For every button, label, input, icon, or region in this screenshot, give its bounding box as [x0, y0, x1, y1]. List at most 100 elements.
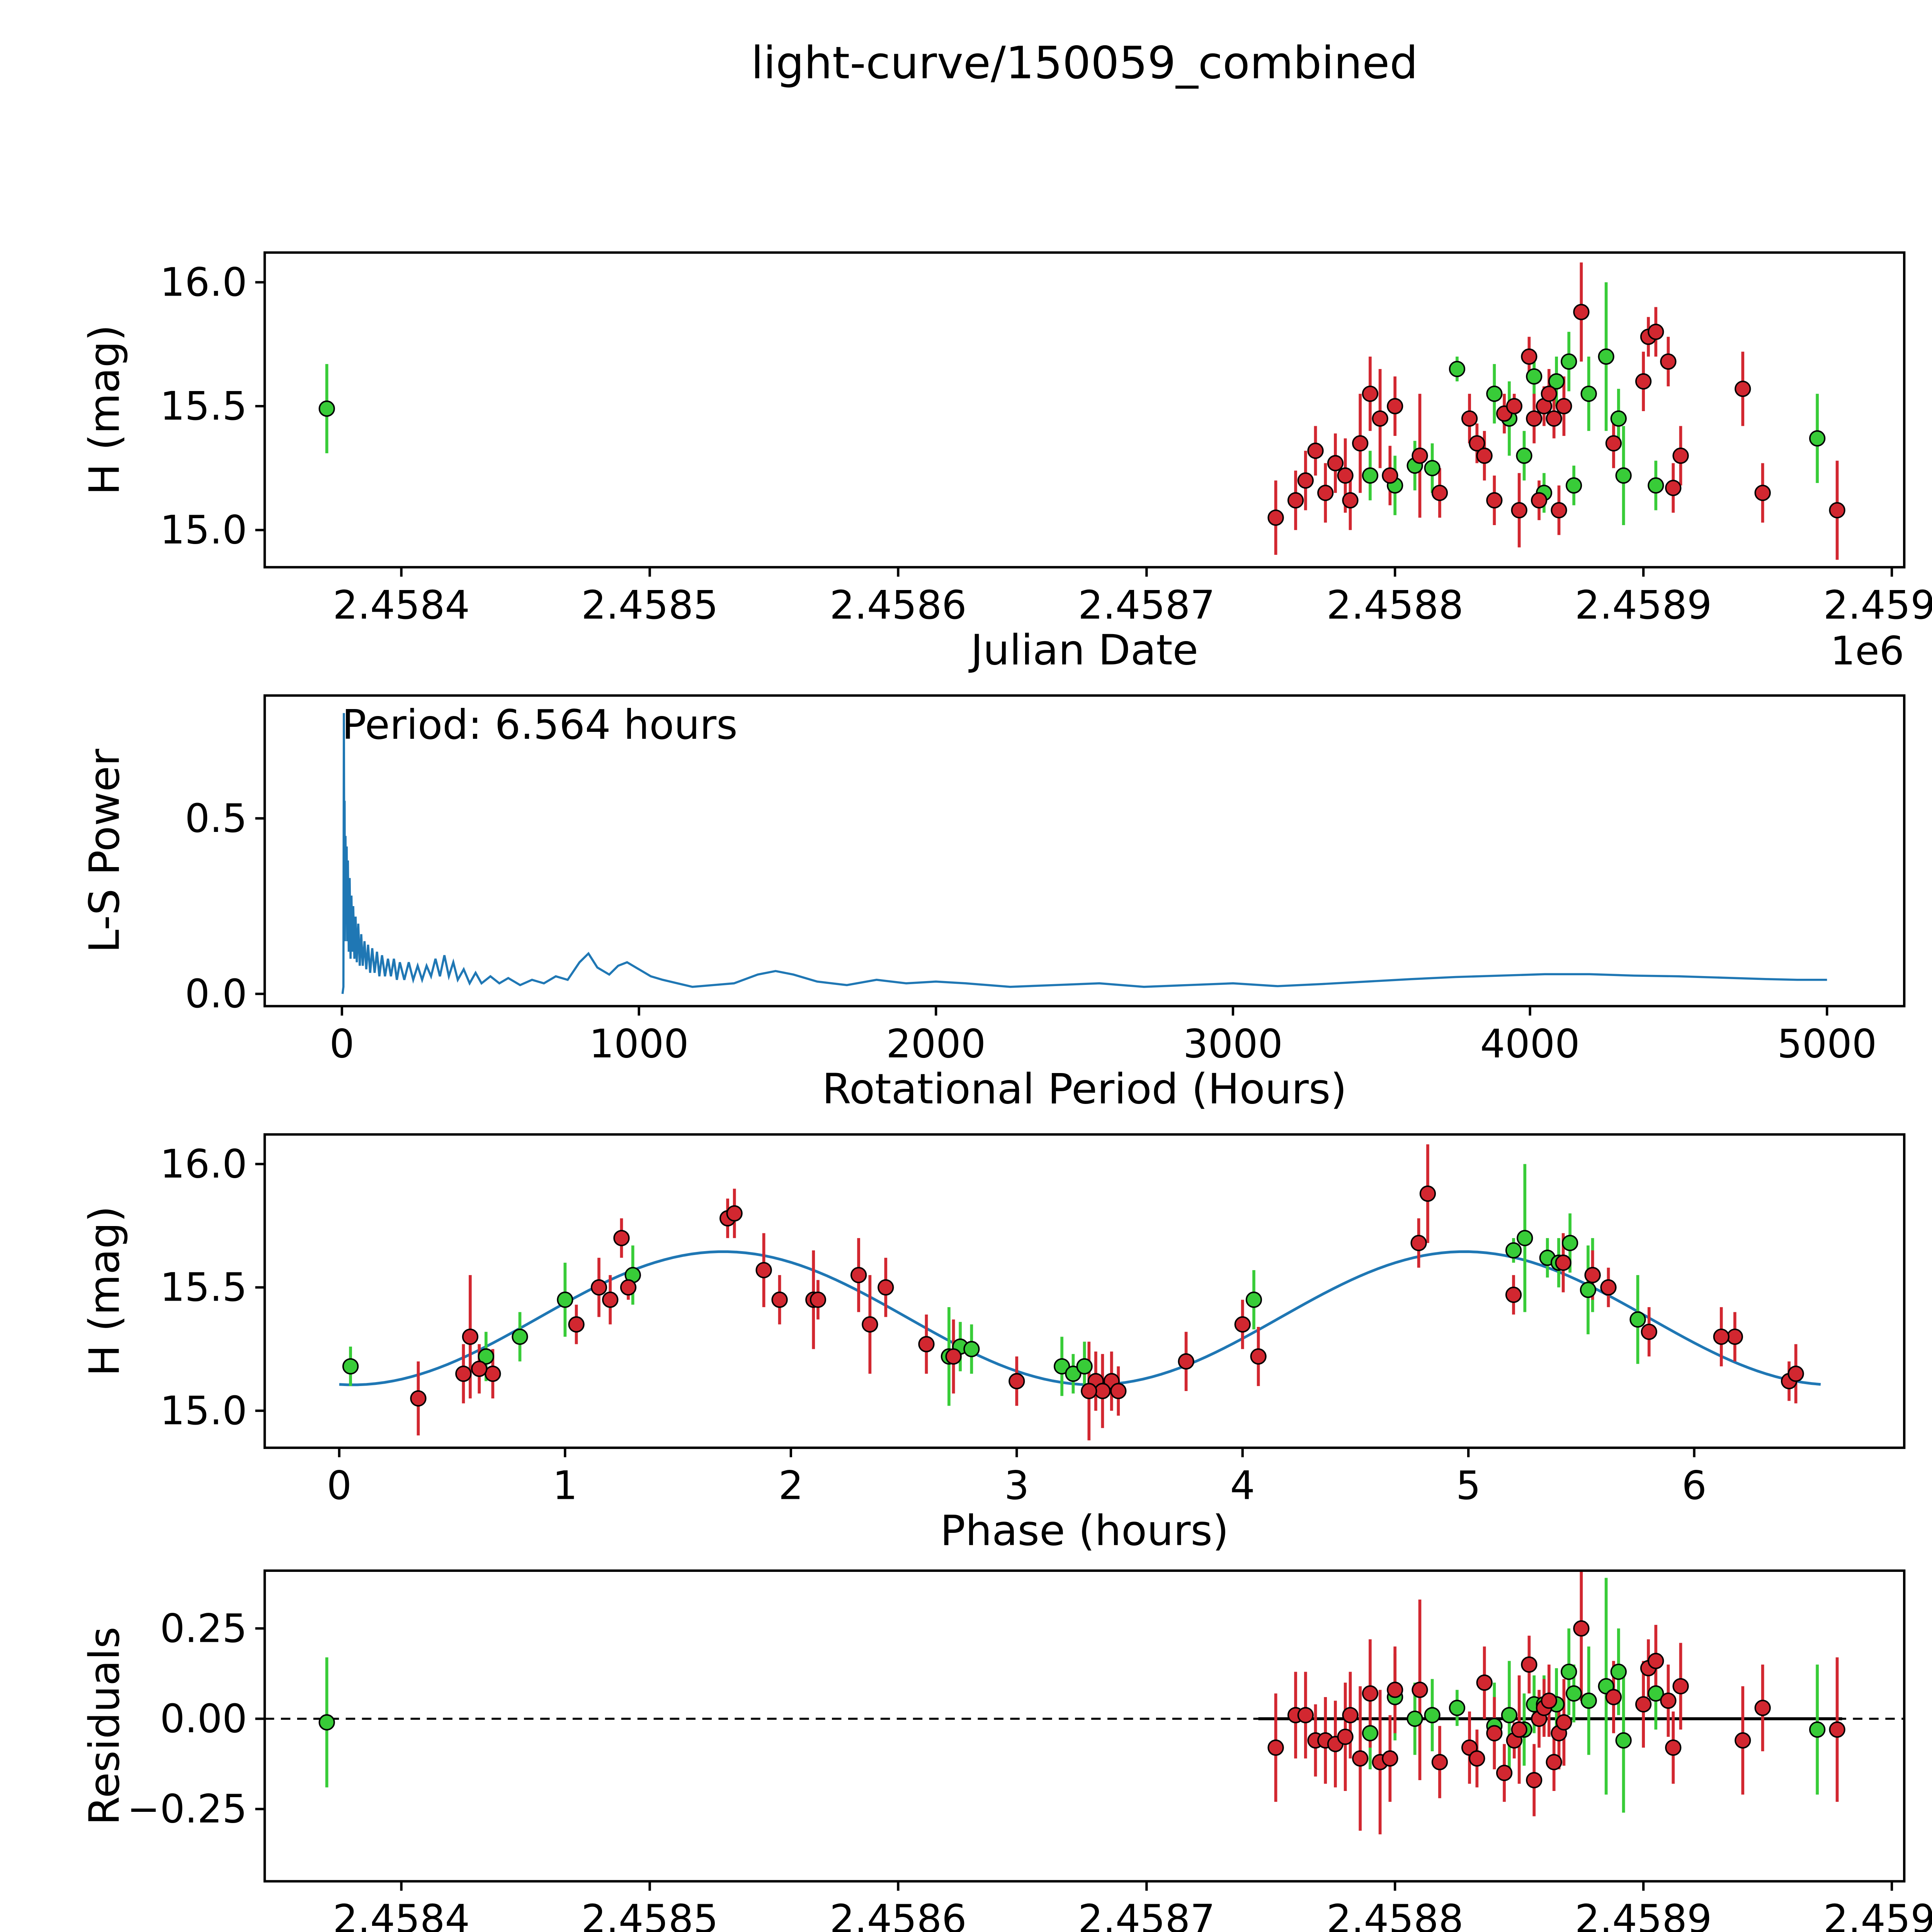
x-tick-label: 2.4589 [1575, 1896, 1712, 1932]
data-point-red [1541, 1692, 1557, 1709]
data-point-green [1065, 1366, 1082, 1382]
data-point-red [1635, 373, 1652, 390]
x-tick-label: 0 [327, 1463, 352, 1509]
x-axis-label: Julian Date [968, 626, 1198, 675]
data-point-red [1556, 398, 1572, 415]
data-point-red [1362, 385, 1379, 402]
x-tick-label: 2.4588 [1327, 1896, 1464, 1932]
data-point-green [318, 400, 335, 417]
data-point-red [602, 1291, 619, 1308]
data-point-green [318, 1714, 335, 1731]
data-point-red [1337, 467, 1354, 484]
data-point-green [1809, 1721, 1826, 1738]
data-point-green [1580, 1282, 1597, 1298]
data-point-red [1267, 509, 1284, 526]
y-tick-label: 0.0 [185, 971, 247, 1017]
data-point-red [1648, 323, 1664, 340]
data-point-red [1546, 410, 1562, 427]
data-point-green [1486, 385, 1503, 402]
x-tick-label: 2.4587 [1078, 582, 1215, 628]
data-point-red [1506, 398, 1522, 415]
data-point-red [1412, 1682, 1428, 1698]
y-tick-label: −0.25 [127, 1786, 247, 1832]
data-point-green [1548, 373, 1565, 390]
x-tick-label: 2.4589 [1575, 582, 1712, 628]
x-tick-label: 4 [1230, 1463, 1255, 1509]
data-point-red [1234, 1316, 1251, 1333]
data-point-green [1580, 385, 1597, 402]
x-tick-label: 2.4585 [581, 1896, 718, 1932]
data-point-green [1598, 348, 1614, 365]
sine-fit-curve [339, 1250, 1821, 1386]
data-point-red [1337, 1728, 1354, 1745]
x-tick-label: 2.4588 [1327, 582, 1464, 628]
data-point-red [1382, 1750, 1398, 1767]
data-point-red [1327, 455, 1344, 471]
data-point-red [620, 1279, 637, 1296]
data-point-red [1660, 1692, 1677, 1709]
data-point-red [1735, 381, 1751, 397]
x-axis-label: Rotational Period (Hours) [822, 1065, 1347, 1114]
x-tick-label: 2.4584 [333, 1896, 470, 1932]
data-point-green [1565, 1685, 1582, 1702]
panel-border [263, 1569, 1906, 1883]
figure-title: light-curve/150059_combined [751, 37, 1418, 89]
panel-phase: 0 1 2 3 4 5 6 15.0 15.5 16.0 Phase (hours) H (mag) [80, 1133, 1906, 1555]
data-point-red [1584, 1267, 1601, 1284]
data-point-red [918, 1336, 935, 1352]
x-tick-label: 6 [1682, 1463, 1706, 1509]
data-point-red [1476, 1674, 1493, 1691]
y-axis-label: H (mag) [80, 325, 129, 495]
data-point-green [1424, 460, 1440, 476]
data-point-red [1110, 1383, 1127, 1400]
data-point-red [1605, 435, 1622, 452]
data-point-red [1410, 1235, 1427, 1252]
data-point-green [1615, 1732, 1632, 1749]
x-tick-label: 2 [779, 1463, 803, 1509]
data-point-green [1245, 1291, 1262, 1308]
data-point-red [1476, 447, 1493, 464]
data-point-red [1362, 1685, 1379, 1702]
data-point-green [1516, 447, 1532, 464]
data-point-red [1419, 1185, 1436, 1202]
data-point-red [1009, 1373, 1025, 1389]
data-point-green [1501, 1707, 1518, 1723]
data-point-red [1461, 410, 1478, 427]
data-point-green [512, 1328, 528, 1345]
data-point-green [1629, 1311, 1646, 1328]
x-tick-label: 1000 [589, 1021, 689, 1067]
y-tick-label: 0.25 [160, 1605, 247, 1651]
data-point-green [1526, 368, 1543, 385]
y-tick-label: 15.0 [160, 1388, 247, 1434]
data-point-red [455, 1366, 472, 1382]
lightcurve-data-area [318, 262, 1845, 560]
data-point-red [1412, 447, 1428, 464]
x-tick-label: 2.4584 [333, 582, 470, 628]
data-point-red [1829, 1721, 1845, 1738]
data-point-green [1561, 1663, 1577, 1680]
data-point-red [1660, 353, 1677, 370]
data-point-red [1600, 1279, 1617, 1296]
x-tick-label: 5 [1456, 1463, 1481, 1509]
data-point-red [1648, 1653, 1664, 1669]
x-tick-label: 2.4586 [830, 1896, 967, 1932]
data-point-red [1307, 442, 1324, 459]
data-point-red [1541, 385, 1557, 402]
x-axis-label: Phase (hours) [940, 1506, 1229, 1555]
data-point-red [1486, 1725, 1503, 1742]
y-tick-label: 16.0 [160, 1141, 247, 1187]
data-point-red [1531, 492, 1548, 509]
data-point-red [1372, 410, 1388, 427]
data-point-red [1352, 435, 1369, 452]
data-point-red [1352, 1750, 1369, 1767]
data-point-green [1449, 361, 1466, 378]
data-point-red [1829, 502, 1845, 519]
data-point-red [1267, 1739, 1284, 1756]
data-point-green [1076, 1358, 1093, 1375]
x-tick-label: 2.4590 [1823, 1896, 1932, 1932]
data-point-red [1387, 398, 1403, 415]
data-point-green [1406, 1710, 1423, 1727]
data-point-red [726, 1205, 743, 1222]
data-point-red [568, 1316, 585, 1333]
